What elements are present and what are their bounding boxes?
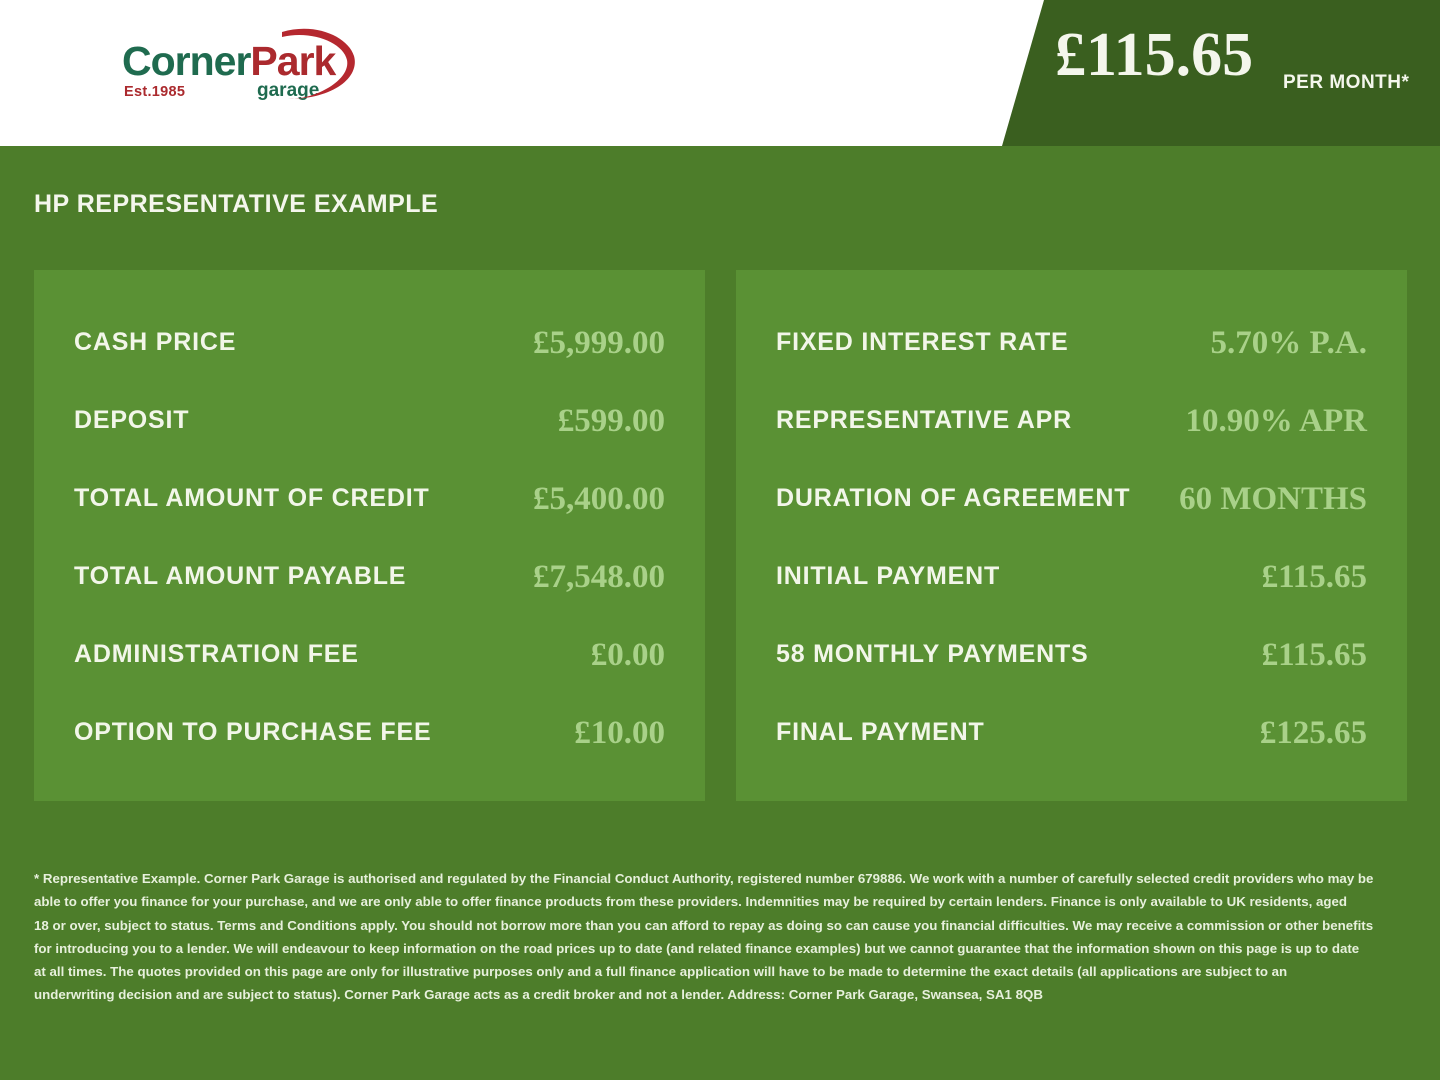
svg-text:Est.1985: Est.1985: [124, 84, 185, 100]
svg-text:CornerPark: CornerPark: [122, 38, 337, 84]
svg-text:garage: garage: [257, 80, 319, 101]
